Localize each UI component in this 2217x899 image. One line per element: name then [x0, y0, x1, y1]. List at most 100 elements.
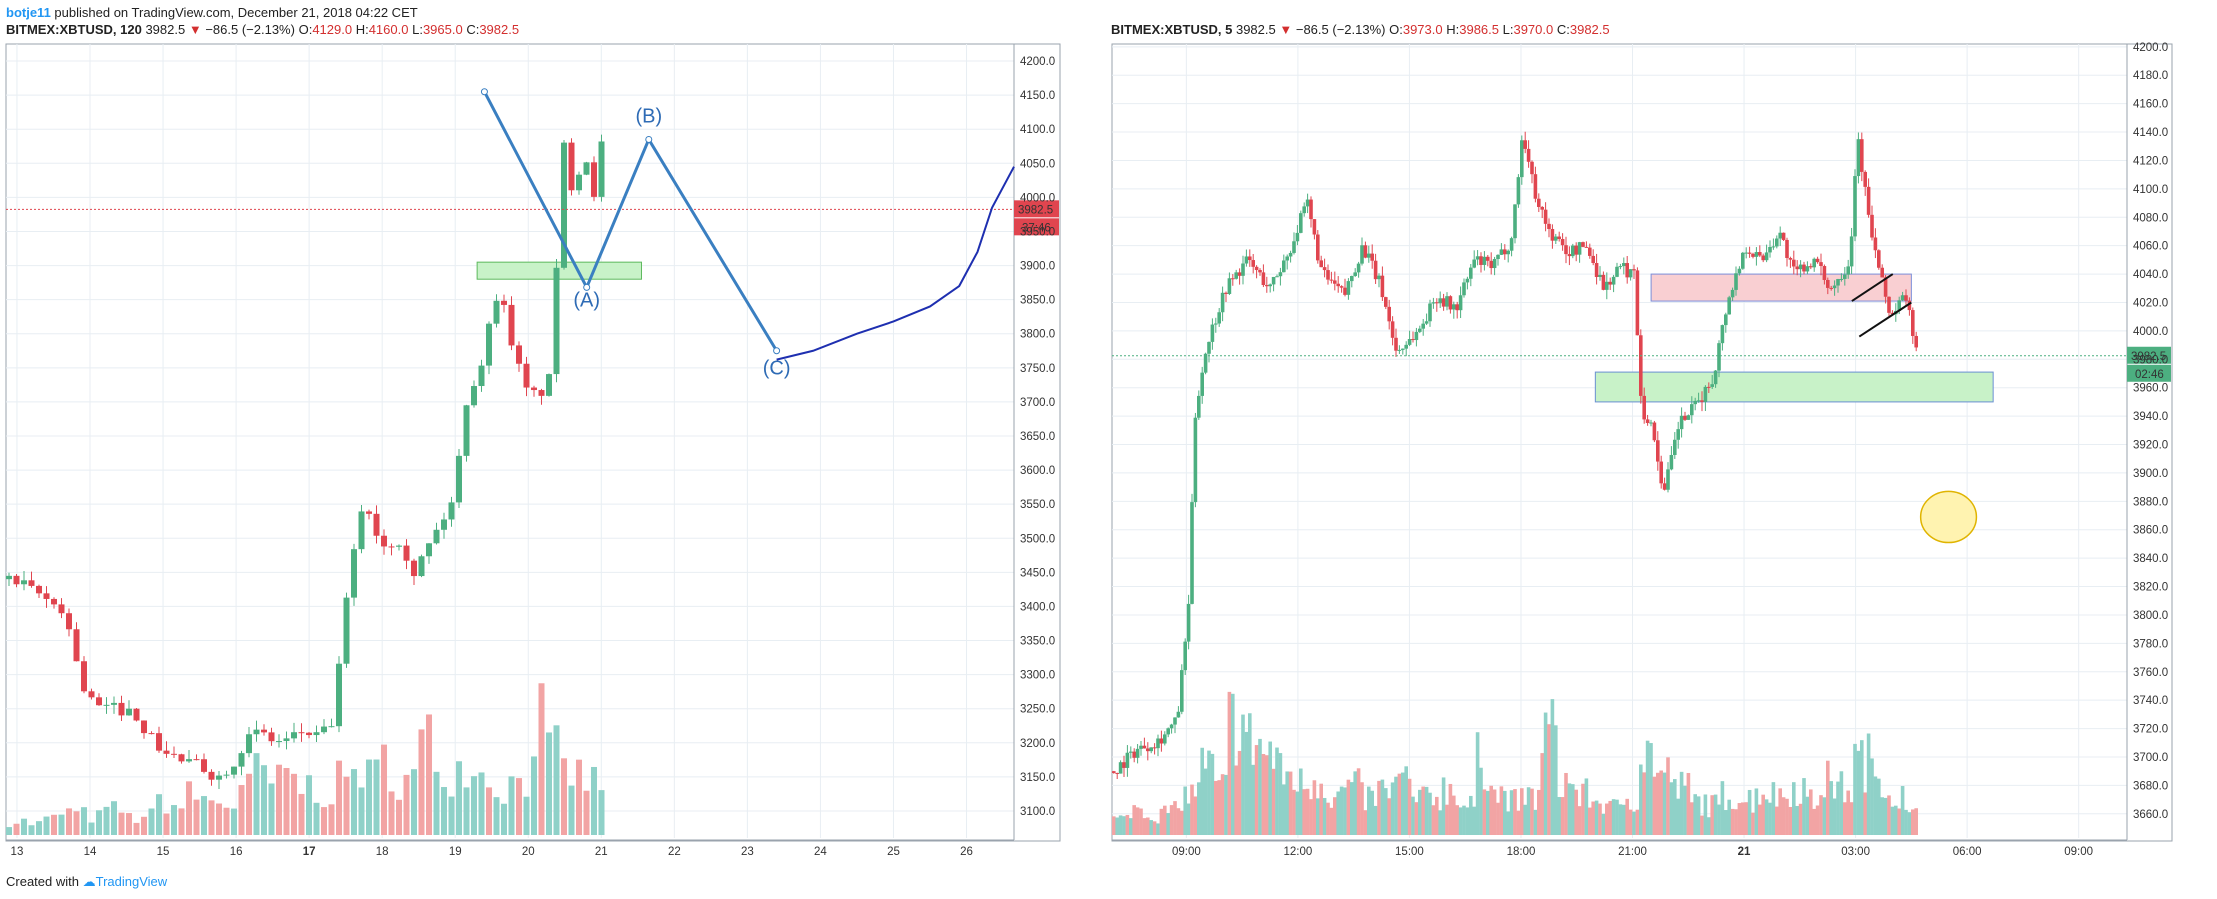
- candle: [201, 759, 207, 772]
- candle: [1710, 384, 1714, 387]
- candle: [1254, 266, 1259, 271]
- author-link[interactable]: botje11: [6, 5, 51, 20]
- y-tick-label: 4160.0: [2133, 99, 2168, 111]
- volume-bar: [1737, 803, 1742, 835]
- candle: [1822, 266, 1827, 280]
- volume-bar: [1190, 784, 1194, 835]
- volume-bar: [1268, 741, 1272, 835]
- candle: [1802, 264, 1806, 272]
- candle: [1305, 199, 1310, 207]
- tradingview-logo-icon: ☁: [82, 874, 96, 889]
- volume-bar: [523, 796, 530, 835]
- candle: [1186, 603, 1191, 642]
- right-change: −86.5 (−2.13%): [1295, 22, 1386, 37]
- candle: [1751, 253, 1755, 257]
- tradingview-link[interactable]: TradingView: [95, 874, 168, 889]
- y-tick-label: 3760.0: [2133, 667, 2168, 679]
- chart-panel-2: [1111, 43, 2173, 842]
- candle: [1530, 161, 1534, 175]
- candle: [1156, 738, 1160, 749]
- volume-bar: [516, 778, 522, 835]
- candle: [193, 759, 200, 761]
- candle: [1662, 483, 1667, 490]
- y-tick-label: 3820.0: [2133, 582, 2168, 594]
- candle: [1397, 349, 1402, 351]
- candle: [126, 708, 132, 716]
- candle: [1550, 228, 1555, 241]
- candle: [306, 732, 312, 736]
- candle: [1353, 272, 1357, 276]
- candle: [1584, 246, 1589, 248]
- y-tick-label: 3960.0: [2133, 383, 2168, 395]
- volume-bar: [1656, 772, 1660, 835]
- volume-bar: [1754, 788, 1759, 835]
- candle: [1479, 256, 1483, 265]
- candle: [1197, 395, 1201, 418]
- candle: [1169, 724, 1174, 729]
- volume-bar: [1397, 773, 1402, 835]
- volume-bar: [351, 769, 357, 835]
- candle: [1537, 198, 1541, 207]
- candle: [1778, 232, 1782, 239]
- candle: [1152, 747, 1157, 749]
- volume-bar: [1176, 808, 1181, 835]
- volume-bar: [1183, 786, 1187, 835]
- candle: [1251, 260, 1255, 267]
- volume-bar: [1554, 725, 1558, 835]
- volume-bar: [591, 766, 597, 835]
- candle: [1540, 206, 1544, 210]
- volume-bar: [13, 823, 20, 835]
- volume-bar: [1588, 807, 1592, 835]
- volume-bar: [1499, 786, 1504, 835]
- candle: [1904, 295, 1908, 301]
- volume-bar: [388, 791, 395, 835]
- down-triangle-icon: ▼: [188, 22, 202, 37]
- volume-bar: [1809, 789, 1813, 835]
- volume-bar: [1146, 817, 1150, 835]
- candle: [1785, 239, 1789, 258]
- countdown-tag: [2127, 364, 2171, 382]
- volume-bar: [186, 781, 192, 835]
- volume-bar: [1224, 774, 1228, 835]
- y-tick-label: 3600.0: [1020, 465, 1055, 477]
- candle: [1173, 717, 1177, 725]
- volume-bar: [471, 776, 477, 835]
- candle: [1635, 270, 1640, 336]
- left-open: 4129.0: [312, 22, 353, 37]
- candle: [1244, 256, 1249, 264]
- countdown-tag-text: 37:46: [1022, 222, 1051, 234]
- volume-bar: [1713, 794, 1718, 835]
- volume-bar: [1707, 817, 1711, 835]
- candle: [1860, 139, 1864, 172]
- volume-bar: [1142, 818, 1147, 835]
- candle: [1870, 214, 1874, 238]
- volume-bar: [1516, 810, 1521, 835]
- candle: [1554, 236, 1558, 241]
- y-tick-label: 4200.0: [2133, 42, 2168, 54]
- right-last-price: 3982.5: [1235, 22, 1276, 37]
- volume-bar: [1846, 790, 1850, 835]
- volume-bar: [1775, 806, 1779, 835]
- volume-bar: [1873, 776, 1878, 835]
- candle: [1652, 422, 1657, 441]
- candle: [1788, 257, 1793, 260]
- y-tick-label: 4000.0: [2133, 326, 2168, 338]
- volume-bar: [1557, 797, 1561, 835]
- candle: [531, 387, 537, 391]
- x-tick-label: 09:00: [2064, 846, 2093, 858]
- x-tick-label: 25: [887, 846, 900, 858]
- volume-bar: [1125, 814, 1130, 835]
- candle: [1543, 209, 1548, 224]
- volume-bar: [1771, 782, 1776, 835]
- volume-bar: [1441, 777, 1446, 835]
- volume-bar: [1237, 750, 1242, 835]
- candle: [508, 304, 515, 346]
- candle: [156, 733, 162, 751]
- candle: [1560, 239, 1565, 246]
- candle: [1360, 245, 1364, 264]
- volume-bar: [321, 807, 327, 835]
- volume-bar: [1186, 803, 1191, 835]
- volume-bar: [1363, 810, 1368, 835]
- candle: [1805, 266, 1810, 272]
